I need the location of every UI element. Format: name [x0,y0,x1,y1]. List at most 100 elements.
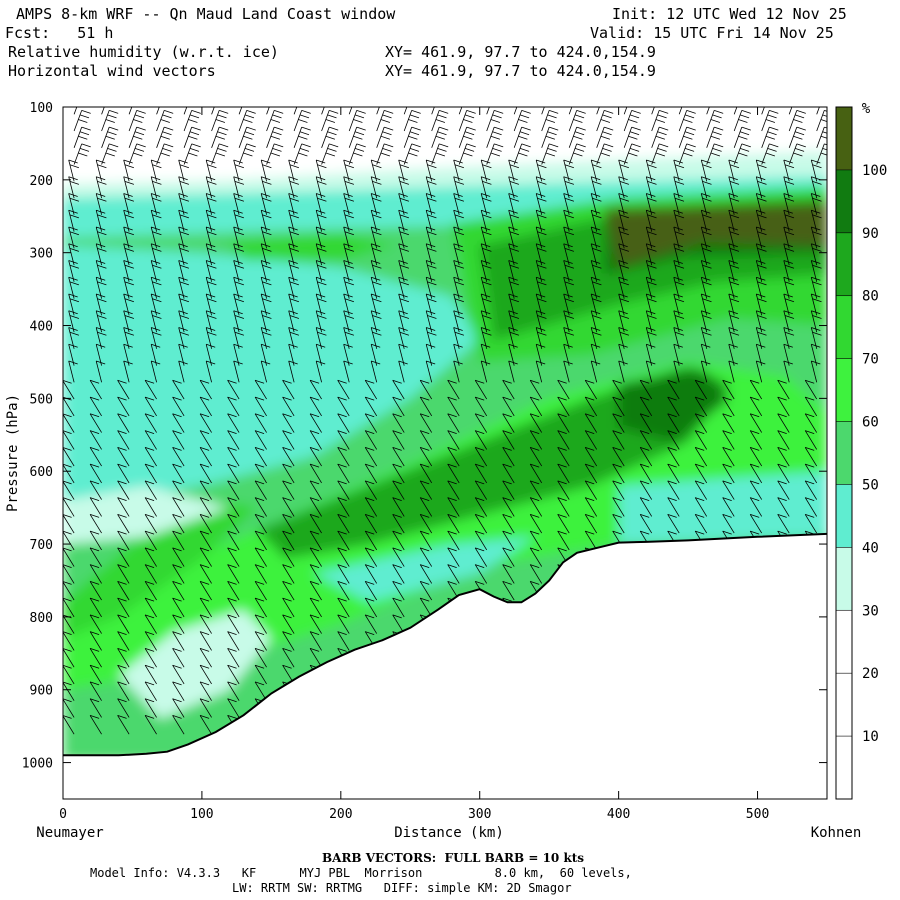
wind-barb [508,344,515,366]
wind-barb [260,193,267,215]
wind-barb [211,107,215,115]
wind-barb [612,396,625,417]
wind-barb-flag [482,264,492,269]
wind-barb-flag [63,664,72,669]
wind-barb-flag [392,430,402,434]
wind-barb [474,430,488,450]
wind-barb-flag [144,396,155,401]
wind-barb-flag [97,298,107,303]
wind-barb [128,110,138,132]
wind-barb-flag [655,152,666,157]
wind-barb-flag [702,331,712,336]
chart-title: AMPS 8-km WRF -- Qn Maud Land Coast wind… [16,5,396,23]
wind-barb [425,260,433,282]
wind-barb-flag [353,152,363,157]
wind-barb-flag [89,631,100,635]
wind-barb-flag [612,530,622,535]
wind-barb [590,360,598,383]
wind-barb [260,176,267,199]
wind-barb-flag [619,331,630,336]
wind-barb [673,159,680,182]
wind-barb [728,193,735,215]
wind-barb [199,447,212,467]
wind-barb-flag [289,214,300,219]
wind-barb-flag [628,119,638,123]
wind-barb [673,176,680,199]
wind-barb-flag [646,193,656,197]
wind-barb-flag [261,327,271,331]
wind-barb-flag [756,310,766,315]
wind-barb-flag [509,281,520,286]
wind-barb-flag [337,581,347,585]
wind-barb [282,413,295,433]
wind-barb-flag [117,463,127,468]
wind-barb [425,176,433,199]
x-axis-label: Distance (km) [394,825,504,841]
wind-barb-flag [178,276,188,281]
rh-region-saturated [604,203,827,268]
wind-barb-flag [585,413,595,418]
wind-barb-flag [502,497,512,501]
wind-barb [480,310,488,333]
wind-barb-flag [215,135,226,140]
wind-barb [199,648,212,668]
wind-barb-flag [475,530,485,535]
wind-barb-flag [729,264,740,269]
wind-barb-flag [564,315,575,319]
wind-barb-flag [124,197,135,202]
wind-barb-flag [105,135,115,140]
wind-barb-flag [124,281,135,286]
wind-barb-flag [117,564,127,568]
wind-barb [282,530,295,551]
colorbar-tick-label: 40 [862,540,879,556]
wind-barb [502,413,515,433]
wind-barb-flag [563,310,573,315]
wind-barb [63,581,75,601]
wind-barb [563,243,570,266]
wind-barb-flag [133,119,143,123]
x-end-location: Kohnen [811,825,862,841]
wind-barb [227,463,240,484]
wind-barb-flag [316,343,326,348]
wind-barb-flag [612,396,622,401]
wind-barb-flag [365,430,375,434]
wind-barb-flag [309,413,320,418]
wind-barb-flag [592,214,602,219]
wind-barb-flag [234,298,245,303]
wind-barb-flag [410,98,419,101]
wind-barb-flag [409,131,420,136]
wind-barb [288,176,295,199]
rh-region-left-band [63,500,258,639]
wind-barb-flag [756,193,766,197]
wind-barb [563,293,570,316]
wind-barb-flag [227,413,237,418]
wind-barb-flag [796,110,806,114]
wind-barb [557,447,570,467]
wind-barb-flag [254,514,265,518]
wind-barb-flag [612,514,622,518]
wind-barb [89,698,102,718]
wind-barb-flag [343,260,353,264]
wind-barb-flag [482,181,492,185]
wind-barb [535,193,543,215]
wind-barb [260,210,267,232]
wind-barb-flag [234,164,245,169]
wind-barb [678,110,688,132]
wind-barb [233,260,240,282]
wind-barb [777,380,790,400]
wind-barb-flag [557,413,567,418]
wind-barb [288,277,295,299]
wind-barb-flag [577,94,586,97]
wind-barb-flag [656,103,665,106]
wind-barb [68,260,75,282]
wind-barb-flag [215,152,226,157]
wind-barb-flag [454,264,465,269]
wind-barb-flag [769,110,779,114]
wind-barb-flag [270,135,281,140]
wind-barb-flag [741,143,751,148]
wind-barb [419,597,433,618]
wind-barb-flag [172,447,182,451]
wind-barb [199,614,212,634]
wind-barb [144,698,157,718]
wind-barb-flag [245,98,254,101]
